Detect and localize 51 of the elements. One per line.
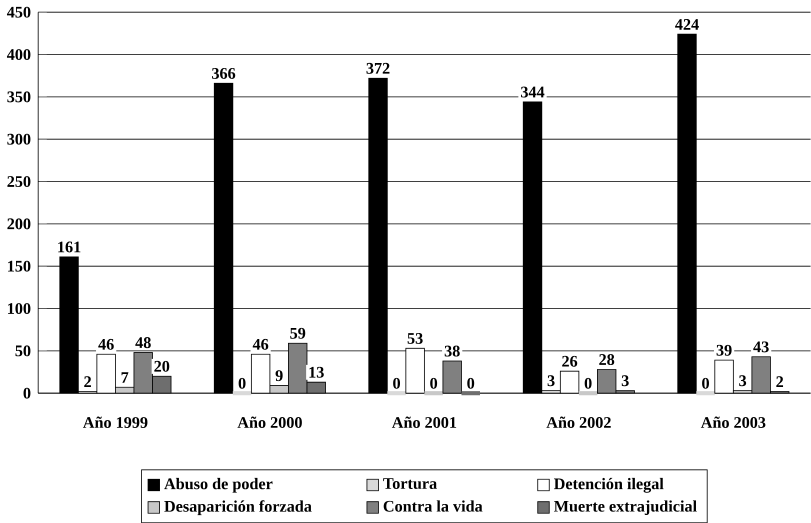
y-tick-label: 50 bbox=[15, 345, 30, 356]
data-label: 26 bbox=[562, 356, 578, 367]
data-label: 3 bbox=[739, 375, 746, 386]
data-label: 39 bbox=[716, 344, 732, 356]
y-tick-label: 350 bbox=[7, 91, 30, 102]
data-label: 43 bbox=[753, 341, 769, 352]
data-label: 53 bbox=[408, 332, 423, 344]
x-tick-label: Año 1999 bbox=[82, 416, 148, 428]
data-label: 372 bbox=[366, 62, 390, 74]
data-label: 13 bbox=[309, 366, 324, 378]
x-tick-label: Año 2002 bbox=[546, 416, 611, 428]
legend-label: Detención ilegal bbox=[554, 478, 664, 493]
x-tick-label: Año 2000 bbox=[237, 416, 302, 428]
y-tick-label: 250 bbox=[7, 176, 30, 187]
data-label: 0 bbox=[702, 378, 709, 389]
legend-label: Desaparición forzada bbox=[164, 500, 312, 516]
data-label: 2 bbox=[776, 376, 784, 387]
data-label: 28 bbox=[599, 354, 614, 365]
y-tick-label: 150 bbox=[8, 260, 30, 272]
data-label: 3 bbox=[548, 375, 555, 386]
data-label: 59 bbox=[290, 328, 306, 339]
data-label: 161 bbox=[58, 241, 80, 252]
data-label: 0 bbox=[584, 378, 592, 389]
data-label: 48 bbox=[135, 337, 151, 348]
data-label: 7 bbox=[122, 372, 128, 383]
data-label: 46 bbox=[252, 338, 268, 350]
legend-label: Contra la vida bbox=[384, 500, 482, 512]
data-label: 344 bbox=[520, 86, 544, 98]
legend-label: Abuso de poder bbox=[164, 478, 272, 492]
data-label: 0 bbox=[430, 378, 438, 389]
data-label: 46 bbox=[98, 338, 114, 350]
data-label: 38 bbox=[444, 346, 460, 356]
data-label: 9 bbox=[276, 370, 283, 382]
y-tick-label: 100 bbox=[8, 302, 30, 314]
data-label: 366 bbox=[212, 68, 236, 79]
y-tick-label: 0 bbox=[24, 388, 30, 399]
data-label: 424 bbox=[675, 18, 699, 30]
data-label: 0 bbox=[467, 378, 474, 389]
data-label: 2 bbox=[84, 376, 91, 387]
legend-label: Muerte extrajudicial bbox=[554, 500, 697, 515]
data-label: 0 bbox=[393, 378, 400, 389]
data-label: 20 bbox=[154, 360, 170, 372]
data-label: 3 bbox=[622, 375, 629, 386]
y-tick-label: 200 bbox=[7, 218, 30, 230]
legend-label: Tortura bbox=[383, 478, 437, 489]
y-tick-label: 300 bbox=[7, 134, 30, 145]
y-tick-label: 450 bbox=[6, 6, 30, 18]
data-label: 0 bbox=[238, 378, 246, 389]
x-tick-label: Año 2001 bbox=[392, 416, 456, 428]
y-tick-label: 400 bbox=[6, 48, 30, 60]
x-tick-label: Año 2003 bbox=[700, 416, 766, 428]
